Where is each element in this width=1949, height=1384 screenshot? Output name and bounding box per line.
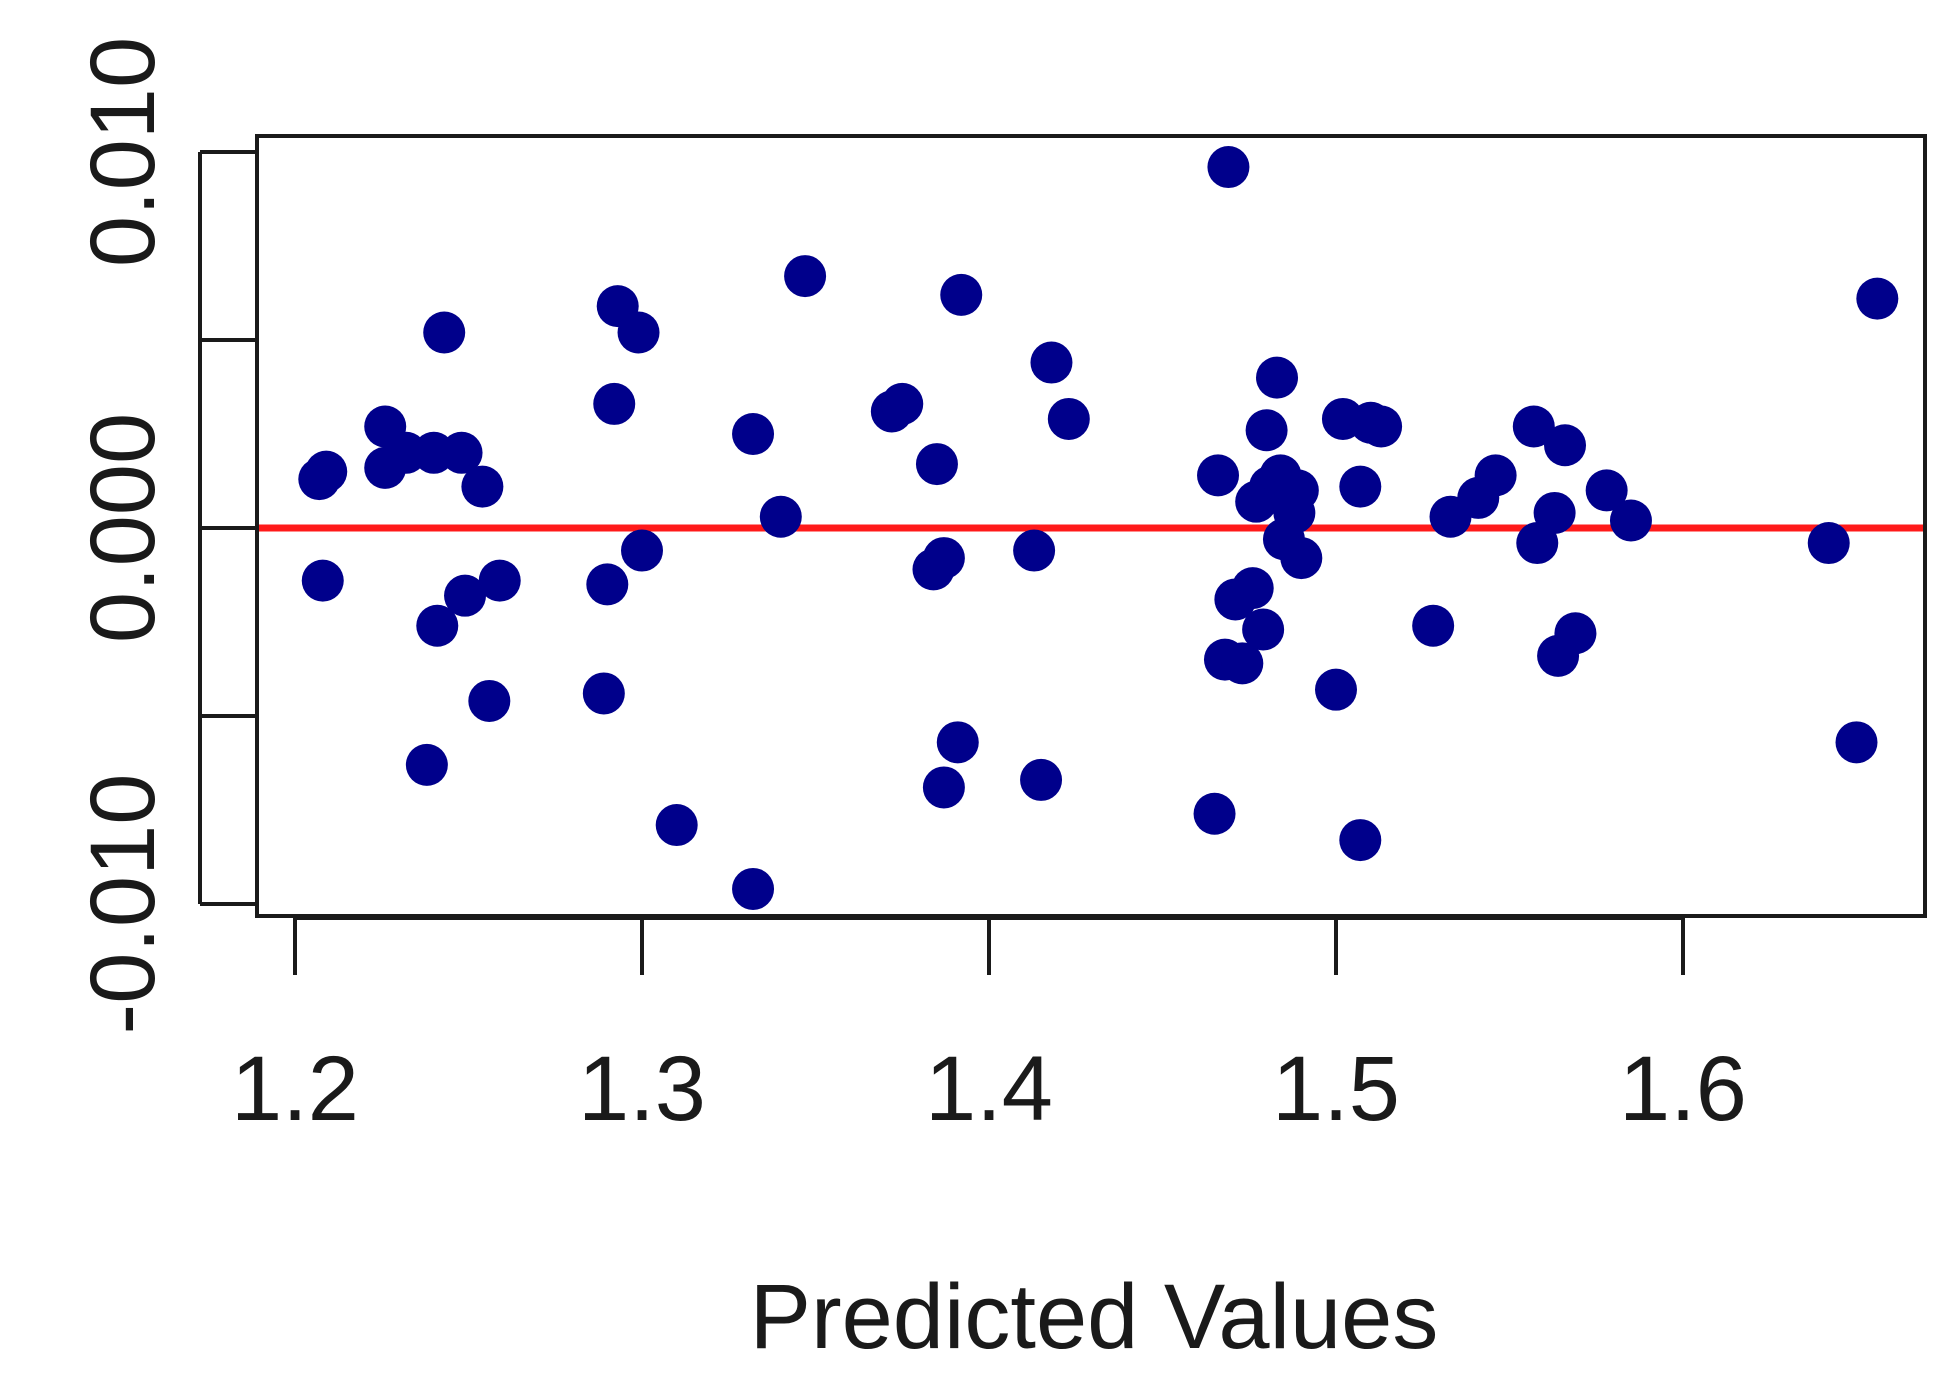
data-point: [593, 382, 636, 425]
data-point: [732, 867, 775, 910]
data-point: [444, 574, 487, 617]
data-point: [1412, 604, 1455, 647]
data-point: [936, 721, 979, 764]
data-point: [1512, 405, 1555, 448]
x-axis-title: Predicted Values: [750, 1266, 1439, 1368]
x-tick-label: 1.6: [1619, 1038, 1747, 1140]
data-point: [440, 431, 483, 474]
data-point: [732, 413, 775, 455]
data-point: [1245, 409, 1288, 452]
data-point: [423, 311, 466, 354]
y-tick-label: 0.010: [72, 37, 174, 267]
data-point: [305, 450, 348, 493]
data-point: [461, 465, 504, 508]
y-tick-label: 0.000: [72, 413, 174, 643]
data-point: [1554, 612, 1597, 655]
data-point: [1315, 668, 1357, 711]
data-point: [915, 443, 958, 486]
x-tick-label: 1.4: [925, 1038, 1053, 1140]
data-point: [1339, 819, 1382, 862]
data-point: [940, 273, 983, 316]
data-point: [1360, 405, 1403, 448]
data-point: [478, 559, 521, 602]
data-point: [416, 604, 459, 647]
data-point: [582, 672, 625, 715]
data-point: [881, 382, 924, 425]
data-point: [1609, 499, 1652, 542]
data-point: [468, 679, 511, 722]
data-point: [621, 529, 663, 572]
data-point: [1533, 491, 1576, 534]
data-point: [1339, 465, 1382, 508]
data-point: [759, 495, 802, 538]
data-point: [1020, 758, 1063, 801]
data-point: [1193, 792, 1236, 835]
data-point: [1856, 277, 1899, 320]
data-point: [1047, 397, 1090, 440]
y-axis: -0.010 0.000 0.010: [72, 37, 257, 1035]
data-point: [1256, 356, 1299, 399]
x-tick-label: 1.2: [231, 1038, 359, 1140]
data-point: [922, 766, 965, 809]
data-point: [1242, 608, 1285, 651]
data-point: [1280, 537, 1323, 580]
x-tick-label: 1.5: [1272, 1038, 1400, 1140]
data-point: [1221, 642, 1264, 685]
data-point: [1276, 469, 1319, 512]
data-point: [784, 255, 827, 298]
plot-area: [257, 146, 1925, 910]
data-point: [1231, 567, 1274, 610]
plot-frame: [255, 134, 1927, 918]
data-point: [1585, 469, 1628, 512]
x-axis: 1.2 1.3 1.4 1.5 1.6: [231, 916, 1747, 1140]
x-tick-label: 1.3: [578, 1038, 706, 1140]
data-point: [1544, 424, 1587, 467]
data-point: [922, 537, 965, 580]
data-point: [617, 311, 660, 354]
y-tick-label: -0.010: [72, 774, 174, 1035]
data-point: [1474, 454, 1517, 497]
data-point: [405, 743, 448, 786]
data-point: [1013, 529, 1056, 572]
data-point: [1835, 721, 1878, 764]
data-point: [1030, 341, 1073, 384]
data-point: [586, 563, 629, 606]
data-point: [301, 559, 344, 602]
data-point: [1197, 454, 1240, 497]
data-point: [655, 804, 698, 847]
data-point: [1207, 146, 1250, 189]
data-point: [1807, 522, 1850, 565]
